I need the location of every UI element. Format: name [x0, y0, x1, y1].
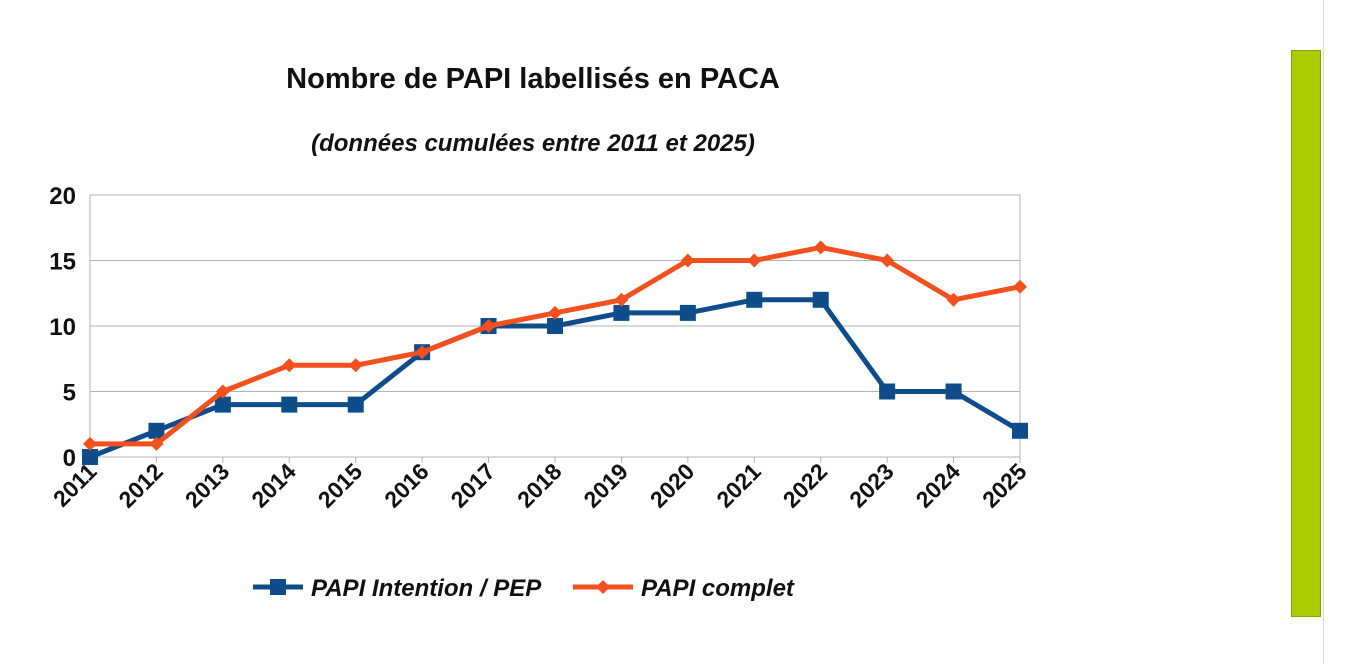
- data-point: [548, 305, 562, 320]
- x-tick-label: 2012: [113, 458, 168, 513]
- x-tick-label: 2013: [180, 458, 235, 513]
- data-point: [1012, 422, 1028, 439]
- data-point: [880, 253, 895, 268]
- data-point: [82, 449, 98, 465]
- data-point: [812, 291, 829, 308]
- chart-subtitle: (données cumulées entre 2011 et 2025): [311, 130, 755, 157]
- data-point: [415, 345, 430, 360]
- data-point: [149, 436, 164, 451]
- data-point: [547, 318, 563, 334]
- y-tick-label: 0: [63, 445, 76, 472]
- x-tick-label: 2022: [778, 458, 833, 513]
- data-point: [813, 240, 828, 255]
- legend-swatch-marker: [270, 579, 286, 595]
- series-1: [82, 291, 1028, 465]
- legend-swatch-marker: [596, 580, 610, 594]
- legend: PAPI Intention / PEP PAPI complet: [253, 575, 795, 602]
- x-tick-label: 2018: [512, 458, 567, 513]
- legend-label: PAPI Intention / PEP: [311, 575, 542, 602]
- x-tick-label: 2014: [246, 458, 301, 513]
- y-tick-label: 10: [49, 314, 76, 341]
- side-decoration-bar: [1291, 50, 1321, 617]
- x-tick-label: 2019: [578, 458, 633, 513]
- x-axis: 2011 2012 2013 2014 2015 2016 2017 2018 2019 2020…: [48, 458, 1032, 513]
- y-axis: 0 5 10 15 20: [49, 183, 76, 472]
- page-edge-line: [1323, 0, 1324, 664]
- plot-series: [82, 240, 1028, 465]
- chart-title: Nombre de PAPI labellisés en PACA: [286, 63, 780, 95]
- data-point: [613, 304, 630, 321]
- y-tick-label: 15: [49, 249, 76, 276]
- x-tick-label: 2023: [844, 458, 899, 513]
- data-point: [680, 253, 695, 268]
- series-2: [83, 240, 1027, 451]
- data-point: [347, 396, 364, 413]
- data-point: [946, 292, 961, 307]
- x-tick-label: 2024: [911, 458, 966, 513]
- data-point: [215, 384, 230, 399]
- y-tick-label: 5: [63, 380, 76, 407]
- x-tick-label: 2016: [379, 458, 434, 513]
- data-point: [214, 396, 231, 413]
- legend-label: PAPI complet: [641, 575, 795, 602]
- legend-item: PAPI complet: [573, 575, 795, 602]
- data-point: [282, 358, 297, 373]
- data-point: [281, 396, 298, 413]
- data-point: [679, 304, 696, 321]
- data-point: [1013, 279, 1027, 294]
- data-point: [879, 383, 896, 400]
- data-point: [945, 383, 962, 400]
- y-tick-label: 20: [49, 183, 76, 210]
- x-tick-label: 2017: [446, 458, 501, 513]
- data-point: [746, 291, 763, 308]
- data-point: [148, 422, 165, 439]
- data-point: [83, 436, 97, 451]
- x-tick-label: 2011: [48, 458, 102, 512]
- series-line: [90, 244, 1021, 447]
- legend-item: PAPI Intention / PEP: [253, 575, 542, 602]
- data-point: [348, 358, 363, 373]
- x-tick-label: 2021: [711, 458, 766, 513]
- x-tick-label: 2025: [977, 458, 1032, 513]
- data-point: [614, 292, 629, 307]
- data-point: [747, 253, 762, 268]
- x-tick-label: 2020: [645, 458, 700, 513]
- x-tick-label: 2015: [313, 458, 368, 513]
- data-point: [481, 319, 496, 333]
